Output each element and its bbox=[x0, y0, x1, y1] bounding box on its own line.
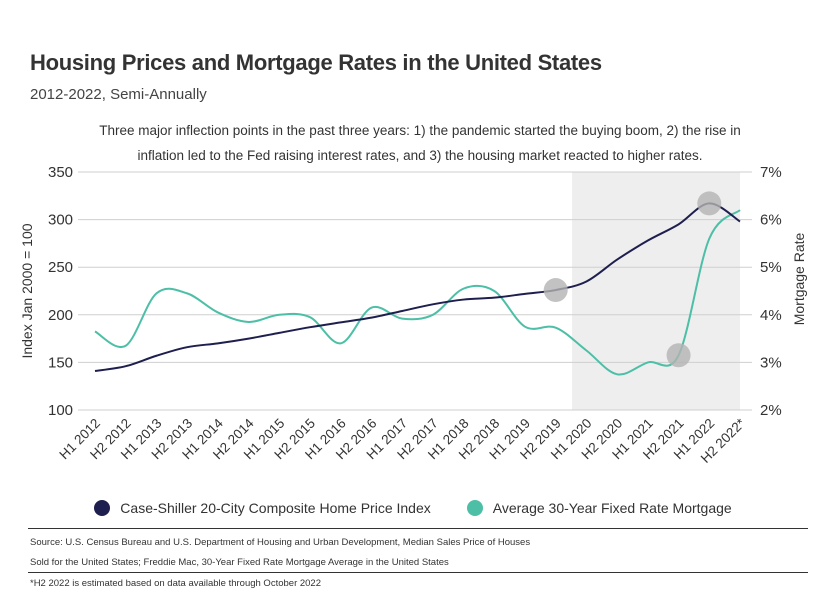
y-tick-label: 300 bbox=[48, 212, 73, 229]
y2-tick-label: 5% bbox=[760, 259, 782, 276]
y-tick-label: 100 bbox=[48, 402, 73, 419]
divider-rule-top bbox=[28, 528, 808, 529]
chart-subtitle: 2012-2022, Semi-Annually bbox=[30, 86, 207, 103]
footnote: *H2 2022 is estimated based on data avai… bbox=[30, 578, 322, 589]
y-tick-label: 200 bbox=[48, 307, 73, 324]
series-line-mortgage-rate bbox=[94, 209, 741, 376]
y-tick-label: 150 bbox=[48, 354, 73, 371]
y2-tick-label: 4% bbox=[760, 307, 782, 324]
dual-axis-line-chart: 350 300 250 200 150 100 7% 6% 5% 4% 3% 2% Index Jan … bbox=[19, 164, 807, 466]
legend-item-mortgage-rate: Average 30-Year Fixed Rate Mortgage bbox=[466, 500, 732, 516]
source-line-1: Source: U.S. Census Bureau and U.S. Depa… bbox=[30, 537, 531, 548]
legend-label-mortgage-rate: Average 30-Year Fixed Rate Mortgage bbox=[492, 500, 732, 516]
series-line-home-price-index bbox=[94, 202, 741, 372]
y2-axis-title: Mortgage Rate bbox=[791, 232, 807, 325]
y-axis-title: Index Jan 2000 = 100 bbox=[19, 223, 35, 358]
legend-swatch-mortgage-rate bbox=[466, 500, 483, 516]
chart-title: Housing Prices and Mortgage Rates in the… bbox=[30, 50, 602, 75]
inflection-point-marker bbox=[543, 278, 568, 303]
y-tick-label: 250 bbox=[48, 259, 73, 276]
y2-tick-label: 3% bbox=[760, 354, 782, 371]
legend-swatch-home-price-index bbox=[94, 500, 111, 516]
chart-legend: Case-Shiller 20-City Composite Home Pric… bbox=[0, 500, 826, 516]
legend-item-home-price-index: Case-Shiller 20-City Composite Home Pric… bbox=[94, 500, 431, 516]
source-line-2: Sold for the United States; Freddie Mac,… bbox=[30, 557, 449, 568]
legend-label-home-price-index: Case-Shiller 20-City Composite Home Pric… bbox=[120, 500, 431, 516]
divider-rule-bottom bbox=[28, 572, 808, 573]
y2-tick-label: 6% bbox=[760, 212, 782, 229]
inflection-point-marker bbox=[666, 343, 691, 368]
inflection-point-marker bbox=[697, 191, 722, 216]
y2-tick-label: 2% bbox=[760, 402, 782, 419]
y2-tick-label: 7% bbox=[760, 164, 782, 181]
y-tick-label: 350 bbox=[48, 164, 73, 181]
chart-annotation-note: Three major inflection points in the pas… bbox=[99, 123, 741, 163]
